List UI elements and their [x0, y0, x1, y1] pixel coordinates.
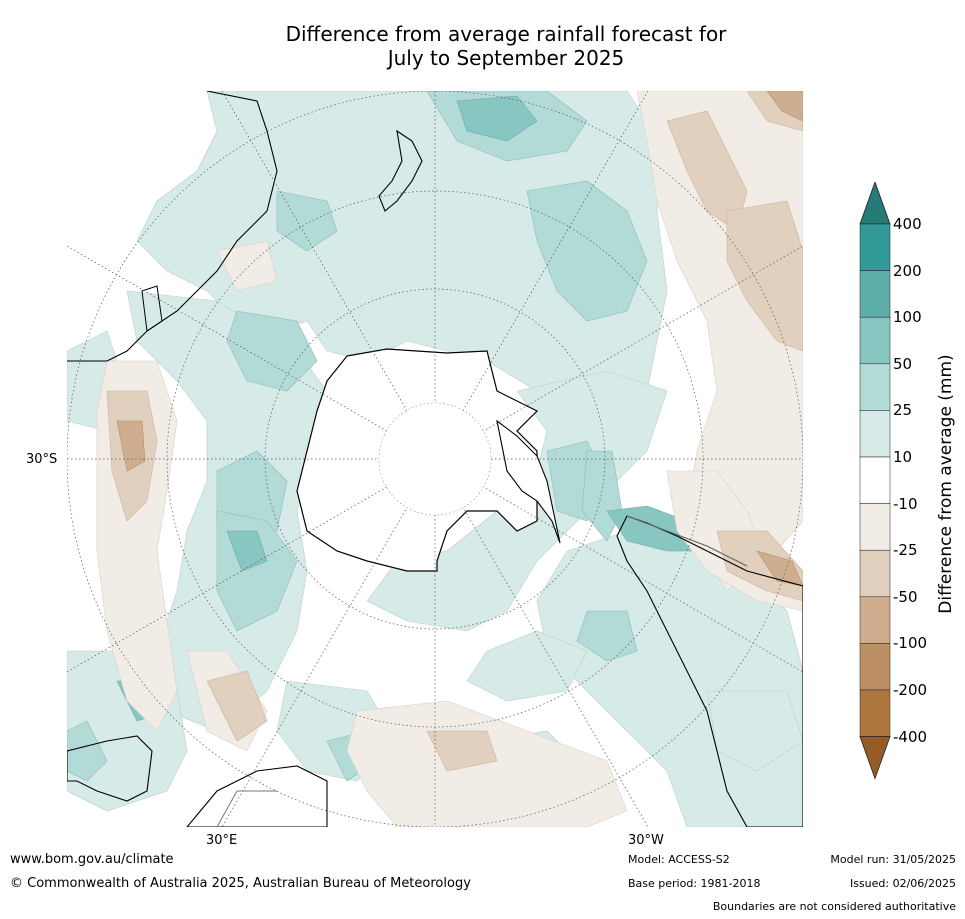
anomaly-neg25-neg50-regions — [106, 91, 803, 772]
new-zealand-coastline — [378, 129, 423, 212]
colorbar-segment — [859, 689, 891, 737]
colorbar-tick-label: 200 — [893, 261, 922, 280]
australia-border — [216, 790, 277, 827]
lon-label-30e: 30°E — [206, 833, 238, 848]
colorbar-tick-label: 50 — [893, 354, 913, 373]
colorbar-segment — [859, 456, 891, 504]
colorbar-segment — [859, 270, 891, 318]
footer-website[interactable]: www.bom.gov.au/climate — [10, 852, 174, 867]
colorbar-tick-label: -10 — [893, 494, 918, 513]
colorbar-segment — [859, 363, 891, 411]
colorbar-title: Difference from average (mm) — [936, 354, 956, 614]
map-area — [67, 91, 803, 827]
colorbar — [859, 182, 891, 780]
footer-copyright: © Commonwealth of Australia 2025, Austra… — [10, 876, 471, 891]
coastline-upper-left — [67, 91, 278, 362]
south-america-border — [626, 515, 748, 567]
title-line-2: July to September 2025 — [387, 46, 625, 70]
anomaly-neg50-neg100-regions — [116, 91, 803, 587]
australia-coastline — [186, 765, 328, 827]
footer-base-period: Base period: 1981-2018 — [628, 877, 761, 890]
colorbar-segment — [859, 410, 891, 458]
lon-label-30w: 30°W — [628, 833, 664, 848]
colorbar-segment — [859, 223, 891, 271]
colorbar-extend-bottom — [859, 736, 891, 780]
colorbar-tick-label: -200 — [893, 681, 928, 699]
colorbar-extend-top — [859, 182, 891, 225]
colorbar-segment — [859, 316, 891, 365]
colorbar-tick-label: -50 — [893, 587, 918, 606]
colorbar-tick-label: 100 — [893, 308, 922, 327]
polar-map — [67, 91, 803, 827]
footer-model: Model: ACCESS-S2 — [628, 853, 730, 866]
colorbar-tick-label: 25 — [893, 401, 913, 420]
colorbar-tick-label: 10 — [893, 448, 913, 466]
title-line-1: Difference from average rainfall forecas… — [285, 22, 727, 46]
lat-label-30s: 30°S — [26, 452, 58, 467]
map-title: Difference from average rainfall forecas… — [0, 22, 965, 70]
pole-center — [379, 403, 491, 515]
colorbar-tick-label: 400 — [893, 215, 922, 233]
colorbar-segment — [859, 596, 891, 644]
footer-issued: Issued: 02/06/2025 — [849, 877, 956, 890]
colorbar-segment — [859, 549, 891, 598]
footer-disclaimer: Boundaries are not considered authoritat… — [712, 900, 956, 913]
south-america-coastline — [616, 515, 803, 827]
colorbar-tick-label: -400 — [893, 727, 928, 746]
footer-model-run: Model run: 31/05/2025 — [830, 853, 956, 866]
africa-coastline — [67, 735, 153, 802]
antarctic-peninsula — [496, 419, 561, 544]
colorbar-segment — [859, 643, 891, 691]
colorbar-tick-label: -25 — [893, 541, 918, 560]
colorbar-tick-label: -100 — [893, 634, 928, 653]
colorbar-segment — [859, 503, 891, 551]
